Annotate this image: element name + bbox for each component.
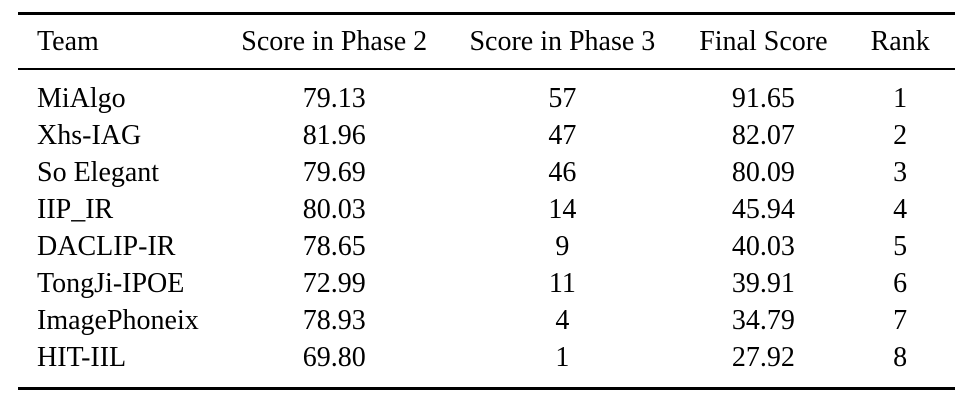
table-row: Xhs-IAG 81.96 47 82.07 2 [18, 117, 955, 154]
cell-team: ImagePhoneix [37, 305, 199, 336]
cell-phase2: 81.96 [302, 120, 366, 151]
cell-rank: 3 [893, 157, 908, 188]
cell-phase2: 72.99 [302, 268, 366, 299]
cell-team: TongJi-IPOE [37, 268, 185, 299]
cell-team: IIP_IR [37, 194, 114, 225]
column-header-final: Final Score [681, 13, 846, 70]
cell-team: MiAlgo [37, 83, 126, 114]
cell-phase2: 69.80 [302, 342, 366, 373]
cell-phase3: 11 [548, 268, 576, 299]
cell-final: 27.92 [731, 342, 795, 373]
table-row: So Elegant 79.69 46 80.09 3 [18, 154, 955, 191]
table-body: MiAlgo 79.13 57 91.65 1 Xhs-IAG 81.96 47 82.07 2 S… [18, 69, 955, 389]
cell-team: HIT-IIL [37, 342, 127, 373]
table-row: HIT-IIL 69.80 1 27.92 8 [18, 339, 955, 389]
cell-final: 82.07 [731, 120, 795, 151]
cell-rank: 1 [893, 83, 908, 114]
cell-rank: 5 [893, 231, 908, 262]
cell-rank: 4 [893, 194, 908, 225]
header-row: Team Score in Phase 2 Score in Phase 3 Fina… [18, 13, 955, 70]
column-header-rank: Rank [845, 13, 955, 70]
table-header: Team Score in Phase 2 Score in Phase 3 Fina… [18, 13, 955, 70]
leaderboard-table: Team Score in Phase 2 Score in Phase 3 Fina… [18, 12, 955, 390]
cell-phase3: 1 [555, 342, 570, 373]
table-row: ImagePhoneix 78.93 4 34.79 7 [18, 302, 955, 339]
cell-phase3: 46 [548, 157, 577, 188]
cell-phase2: 80.03 [302, 194, 366, 225]
table-row: IIP_IR 80.03 14 45.94 4 [18, 191, 955, 228]
column-header-phase2: Score in Phase 2 [225, 13, 444, 70]
cell-phase3: 47 [548, 120, 577, 151]
cell-final: 34.79 [731, 305, 795, 336]
cell-phase3: 4 [555, 305, 570, 336]
cell-rank: 6 [893, 268, 908, 299]
cell-phase2: 78.93 [302, 305, 366, 336]
cell-final: 40.03 [731, 231, 795, 262]
cell-rank: 8 [893, 342, 908, 373]
cell-phase3: 57 [548, 83, 577, 114]
cell-final: 45.94 [731, 194, 795, 225]
cell-final: 80.09 [731, 157, 795, 188]
column-header-team: Team [18, 13, 226, 70]
cell-final: 39.91 [731, 268, 795, 299]
cell-team: Xhs-IAG [37, 120, 142, 151]
cell-team: DACLIP-IR [37, 231, 176, 262]
cell-phase2: 78.65 [302, 231, 366, 262]
column-header-phase3: Score in Phase 3 [443, 13, 682, 70]
cell-phase3: 9 [555, 231, 570, 262]
table-row: DACLIP-IR 78.65 9 40.03 5 [18, 228, 955, 265]
cell-rank: 2 [893, 120, 908, 151]
table-row: TongJi-IPOE 72.99 11 39.91 6 [18, 265, 955, 302]
cell-final: 91.65 [731, 83, 795, 114]
cell-phase3: 14 [548, 194, 577, 225]
cell-rank: 7 [893, 305, 908, 336]
cell-team: So Elegant [37, 157, 160, 188]
cell-phase2: 79.69 [302, 157, 366, 188]
table-row: MiAlgo 79.13 57 91.65 1 [18, 69, 955, 117]
cell-phase2: 79.13 [302, 83, 366, 114]
